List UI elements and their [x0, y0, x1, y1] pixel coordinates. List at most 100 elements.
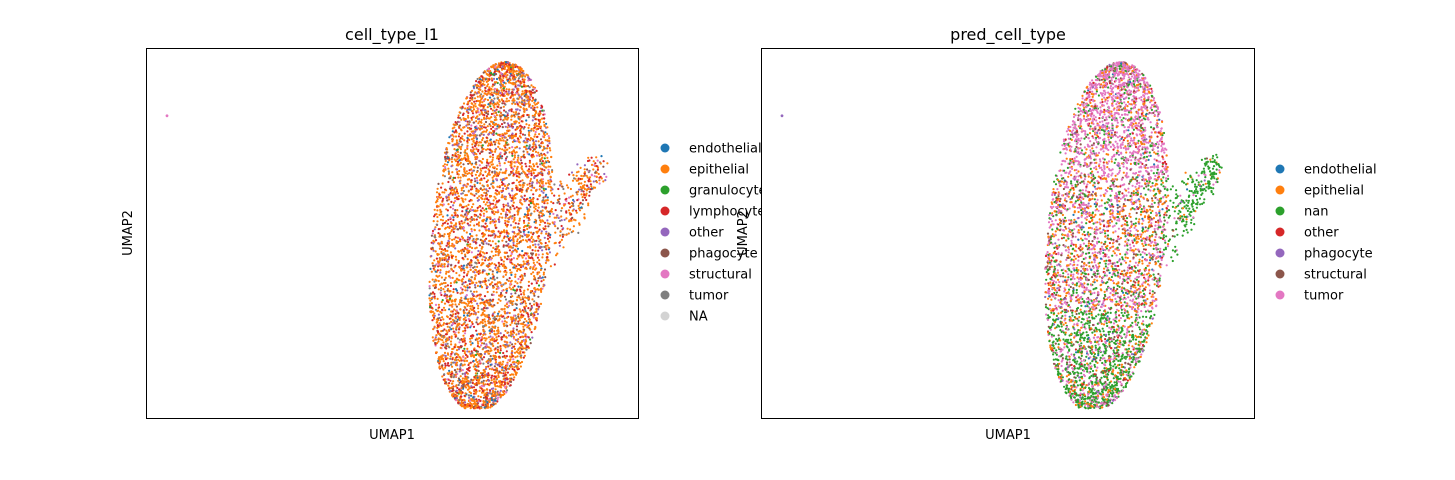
scatter-point	[537, 277, 540, 280]
scatter-point	[547, 179, 550, 182]
scatter-point	[488, 332, 492, 335]
scatter-point	[501, 155, 504, 158]
scatter-point	[519, 281, 522, 284]
scatter-point	[515, 92, 518, 95]
scatter-point	[459, 375, 462, 378]
scatter-point	[473, 401, 476, 404]
scatter-point	[491, 93, 494, 96]
scatter-point	[450, 372, 453, 375]
scatter-point	[494, 128, 497, 131]
scatter-point	[437, 303, 440, 306]
scatter-point	[525, 73, 528, 76]
scatter-point	[547, 225, 550, 228]
scatter-point	[459, 128, 462, 131]
scatter-point	[494, 224, 497, 227]
scatter-point	[503, 67, 506, 71]
scatter-point	[441, 257, 444, 260]
scatter-point	[466, 298, 470, 301]
scatter-point	[460, 220, 463, 223]
scatter-point	[447, 328, 451, 331]
scatter-point	[527, 126, 530, 129]
scatter-point	[486, 401, 489, 404]
scatter-point	[455, 356, 458, 359]
scatter-point	[469, 188, 473, 191]
scatter-point	[475, 375, 478, 378]
scatter-point	[507, 279, 510, 282]
scatter-point	[459, 391, 462, 394]
scatter-point	[504, 251, 507, 254]
scatter-point	[473, 290, 476, 293]
scatter-point	[518, 240, 522, 244]
scatter-point	[457, 388, 461, 391]
scatter-point	[455, 371, 458, 374]
scatter-point	[470, 179, 473, 182]
scatter-point	[450, 214, 454, 217]
scatter-point	[470, 378, 473, 381]
scatter-point	[485, 115, 488, 118]
scatter-point	[475, 115, 479, 118]
scatter-point	[467, 203, 470, 206]
scatter-point	[511, 286, 515, 289]
scatter-point	[547, 181, 550, 185]
scatter-point	[487, 398, 491, 401]
scatter-point	[510, 330, 513, 333]
scatter-point	[474, 372, 477, 375]
scatter-point	[466, 266, 469, 269]
scatter-point	[525, 324, 529, 327]
scatter-point	[521, 249, 524, 253]
scatter-point	[516, 288, 519, 291]
scatter-point	[502, 390, 505, 393]
scatter-point	[488, 123, 491, 126]
scatter-point	[498, 249, 501, 252]
scatter-point	[491, 185, 494, 188]
scatter-point	[516, 238, 519, 241]
scatter-point	[454, 152, 457, 155]
scatter-point	[505, 368, 508, 371]
scatter-point	[498, 310, 501, 313]
scatter-point	[510, 118, 513, 121]
scatter-point	[483, 337, 486, 340]
scatter-point	[462, 163, 465, 166]
scatter-point	[497, 281, 500, 284]
scatter-point	[511, 123, 514, 126]
scatter-point	[436, 324, 439, 327]
scatter-point	[531, 249, 534, 252]
scatter-point	[532, 261, 535, 264]
scatter-point	[518, 147, 521, 150]
scatter-point	[503, 89, 506, 92]
scatter-point	[496, 315, 499, 318]
scatter-point	[494, 397, 497, 400]
scatter-point	[478, 128, 482, 131]
scatter-point	[502, 203, 505, 206]
scatter-point	[439, 208, 442, 211]
scatter-point	[491, 170, 494, 173]
scatter-point	[546, 222, 549, 225]
scatter-point	[512, 266, 515, 269]
scatter-point	[525, 148, 528, 151]
scatter-point	[470, 127, 473, 130]
scatter-point	[515, 365, 518, 368]
scatter-point	[549, 175, 552, 178]
scatter-point	[517, 154, 520, 157]
scatter-point	[444, 166, 447, 169]
scatter-point	[541, 168, 544, 171]
scatter-point	[501, 308, 504, 311]
scatter-point	[532, 259, 535, 262]
scatter-point	[489, 298, 492, 301]
scatter-point	[475, 369, 478, 372]
scatter-point	[513, 73, 516, 76]
scatter-point	[477, 107, 480, 111]
scatter-point	[447, 362, 450, 365]
scatter-point	[521, 179, 524, 182]
scatter-point	[494, 63, 497, 66]
scatter-point	[467, 300, 470, 303]
scatter-point	[505, 211, 508, 214]
scatter-point	[527, 217, 530, 220]
scatter-point	[436, 198, 439, 201]
scatter-point	[490, 77, 493, 80]
scatter-point	[521, 99, 524, 102]
scatter-point	[430, 254, 433, 258]
scatter-point	[483, 370, 486, 373]
scatter-point	[510, 273, 513, 276]
scatter-point	[450, 328, 453, 331]
